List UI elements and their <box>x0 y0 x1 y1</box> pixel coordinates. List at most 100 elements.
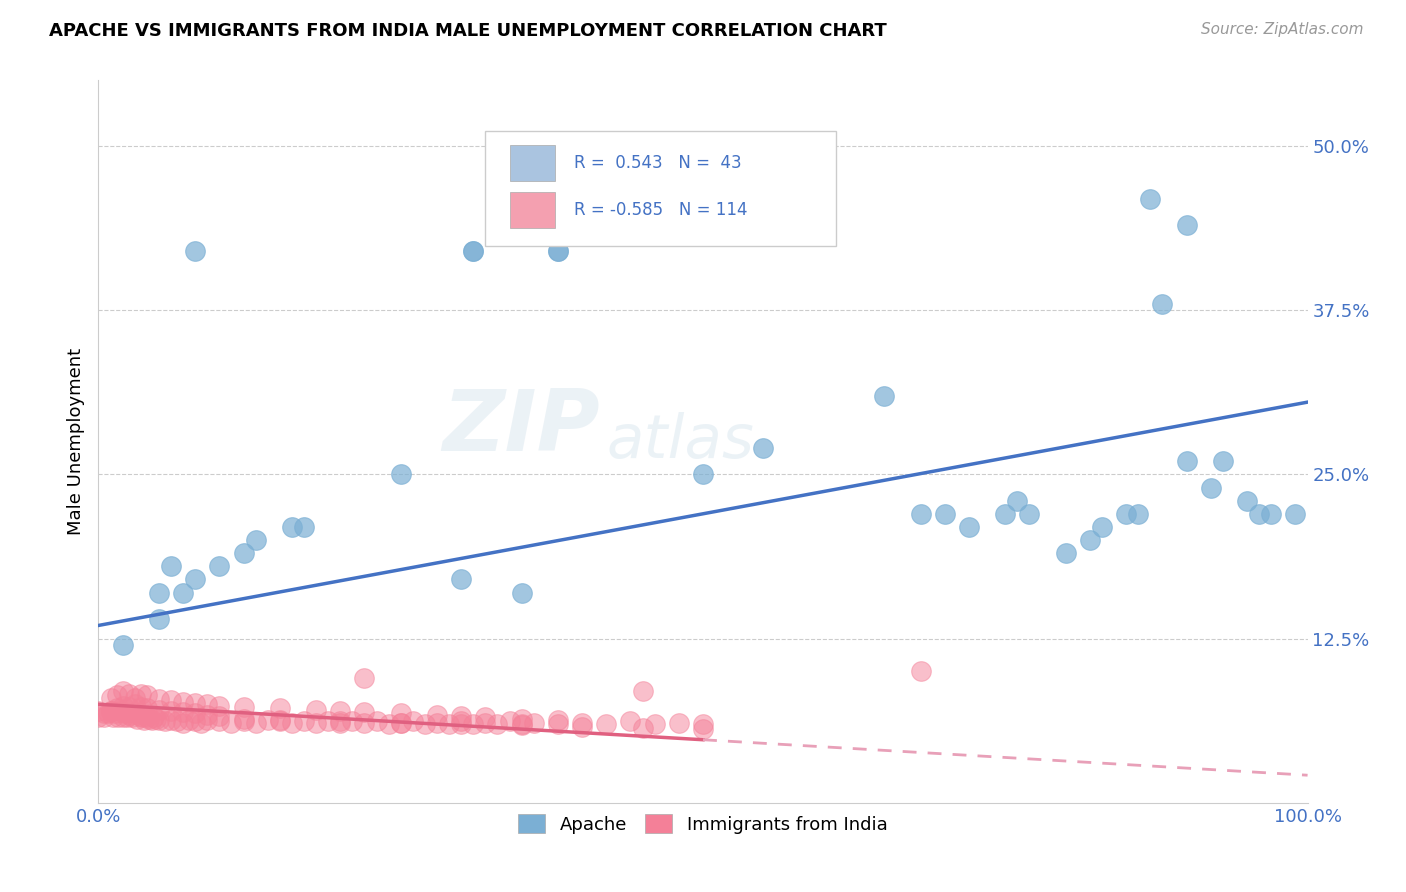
Point <box>117 710 139 724</box>
Point <box>114 706 136 721</box>
Point <box>1152 296 1174 310</box>
Point <box>1260 507 1282 521</box>
Point <box>292 520 315 534</box>
Point <box>1249 507 1271 521</box>
Point <box>160 704 183 718</box>
Point <box>281 520 304 534</box>
Point <box>463 244 485 258</box>
Text: Source: ZipAtlas.com: Source: ZipAtlas.com <box>1201 22 1364 37</box>
Point <box>118 687 141 701</box>
Point <box>145 712 167 726</box>
Point <box>1175 454 1198 468</box>
Point <box>353 705 375 719</box>
Point <box>1128 507 1150 521</box>
Point <box>184 714 207 729</box>
Point <box>124 690 146 705</box>
Point <box>111 684 134 698</box>
Point <box>232 546 254 560</box>
Point <box>281 715 304 730</box>
Point <box>692 723 714 737</box>
Point <box>692 467 714 482</box>
Point <box>100 690 122 705</box>
Point <box>100 704 122 718</box>
Point <box>138 712 160 726</box>
Point <box>111 638 134 652</box>
Point <box>450 714 472 729</box>
Point <box>135 688 157 702</box>
Point <box>208 709 231 723</box>
Point <box>232 699 254 714</box>
Point <box>153 714 176 729</box>
Point <box>910 665 932 679</box>
Text: R = -0.585   N = 114: R = -0.585 N = 114 <box>574 202 747 219</box>
Point <box>413 717 436 731</box>
Point <box>172 695 194 709</box>
Point <box>245 533 267 547</box>
Point <box>208 714 231 729</box>
FancyBboxPatch shape <box>509 145 555 181</box>
Point <box>619 714 641 729</box>
Point <box>129 687 152 701</box>
Point <box>184 696 207 710</box>
Point <box>269 713 291 727</box>
Point <box>256 713 278 727</box>
Point <box>389 467 412 482</box>
Point <box>232 714 254 729</box>
Point <box>595 717 617 731</box>
Point <box>97 706 120 721</box>
Point <box>1078 533 1101 547</box>
Point <box>172 715 194 730</box>
Point <box>547 244 569 258</box>
Point <box>148 713 170 727</box>
Point <box>269 714 291 729</box>
Point <box>131 710 153 724</box>
Point <box>111 710 134 724</box>
Point <box>668 715 690 730</box>
Point <box>1212 454 1234 468</box>
Point <box>486 717 509 731</box>
Point <box>426 715 449 730</box>
Point <box>93 710 115 724</box>
Point <box>934 507 956 521</box>
Point <box>87 704 110 718</box>
Text: R =  0.543   N =  43: R = 0.543 N = 43 <box>574 154 741 172</box>
Point <box>305 715 328 730</box>
Point <box>474 715 496 730</box>
Text: APACHE VS IMMIGRANTS FROM INDIA MALE UNEMPLOYMENT CORRELATION CHART: APACHE VS IMMIGRANTS FROM INDIA MALE UNE… <box>49 22 887 40</box>
FancyBboxPatch shape <box>509 193 555 228</box>
Point <box>426 707 449 722</box>
Point <box>523 715 546 730</box>
Point <box>269 701 291 715</box>
Point <box>87 710 110 724</box>
Point <box>1236 493 1258 508</box>
Point <box>1054 546 1077 560</box>
Point <box>184 706 207 721</box>
Point <box>118 699 141 714</box>
Point <box>1091 520 1114 534</box>
Point <box>105 701 128 715</box>
Point <box>329 715 352 730</box>
Point <box>437 717 460 731</box>
Point <box>107 710 129 724</box>
Point <box>143 710 166 724</box>
Point <box>450 717 472 731</box>
Point <box>166 714 188 729</box>
Point <box>752 441 775 455</box>
Point <box>1199 481 1222 495</box>
Point <box>1284 507 1306 521</box>
Point <box>450 573 472 587</box>
Point <box>631 721 654 735</box>
Point <box>1007 493 1029 508</box>
Point <box>631 684 654 698</box>
Point <box>547 713 569 727</box>
Point <box>957 520 980 534</box>
Point <box>994 507 1017 521</box>
Point <box>160 559 183 574</box>
Point <box>245 715 267 730</box>
Point <box>342 714 364 729</box>
Point <box>124 706 146 721</box>
FancyBboxPatch shape <box>485 131 837 246</box>
Point <box>510 712 533 726</box>
Point <box>108 704 131 718</box>
Point <box>389 706 412 721</box>
